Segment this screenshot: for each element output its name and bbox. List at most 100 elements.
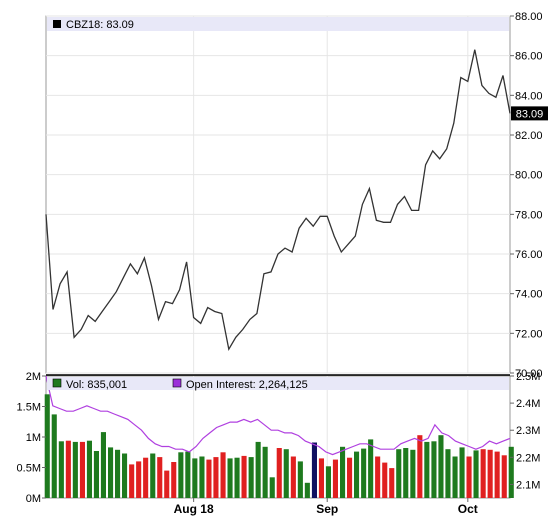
- volume-bar: [332, 459, 338, 498]
- volume-tick-label: 0.5M: [17, 463, 41, 475]
- volume-bar: [424, 441, 430, 498]
- volume-bar: [431, 441, 437, 498]
- volume-bar: [459, 447, 465, 498]
- volume-bar: [136, 461, 142, 498]
- price-panel: 70.00 72.00 74.00 76.00 78.00 80.00 82.00 84.00…: [45, 11, 548, 380]
- volume-bar: [276, 448, 282, 498]
- x-tick-label: Oct: [458, 502, 478, 516]
- volume-bar: [466, 456, 472, 498]
- volume-bar: [122, 453, 128, 498]
- volume-bar: [206, 459, 212, 498]
- volume-bar: [72, 441, 78, 498]
- volume-bar: [473, 450, 479, 498]
- volume-bar: [311, 442, 317, 498]
- x-tick-label: Sep: [316, 502, 338, 516]
- volume-bar: [143, 457, 149, 498]
- volume-bar: [65, 440, 71, 498]
- volume-bar: [93, 451, 99, 498]
- volume-bar: [417, 435, 423, 498]
- price-tick-label: 82.00: [515, 130, 543, 142]
- open-interest-tick-label: 2.1M: [516, 479, 540, 491]
- volume-bar: [269, 477, 275, 498]
- open-interest-legend-label: Open Interest: 2,264,125: [186, 379, 308, 391]
- volume-bar: [508, 446, 514, 498]
- volume-bar: [227, 458, 233, 498]
- open-interest-legend-swatch: [172, 378, 182, 388]
- open-interest-tick-label: 2.2M: [516, 452, 540, 464]
- open-interest-tick-label: 2.3M: [516, 425, 540, 437]
- volume-legend-swatch: [52, 378, 62, 388]
- price-plot-frame: [45, 15, 511, 374]
- volume-bar: [487, 449, 493, 498]
- volume-bar: [325, 466, 331, 498]
- volume-bars: [44, 394, 514, 499]
- volume-bar: [480, 449, 486, 498]
- price-legend-label: CBZ18: 83.09: [66, 19, 134, 31]
- volume-left-axis: 0M 0.5M 1M 1.5M 2M: [17, 371, 46, 505]
- price-tick-label: 72.00: [515, 328, 543, 340]
- price-grid: [46, 15, 510, 374]
- volume-bar: [79, 441, 85, 498]
- volume-bar: [368, 439, 374, 498]
- volume-bar: [403, 448, 409, 498]
- volume-bar: [297, 461, 303, 498]
- open-interest-tick-label: 2.4M: [516, 398, 540, 410]
- volume-bar: [213, 457, 219, 498]
- volume-bar: [347, 457, 353, 498]
- price-y-axis: 70.00 72.00 74.00 76.00 78.00 80.00 82.00 84.00…: [510, 11, 543, 380]
- price-line: [45, 49, 511, 352]
- volume-bar: [354, 451, 360, 498]
- volume-bar: [318, 458, 324, 498]
- volume-legend-bar: [47, 377, 509, 390]
- open-interest-tick-label: 2.5M: [516, 371, 540, 383]
- volume-bar: [150, 453, 156, 498]
- x-tick-label: Aug 18: [174, 502, 214, 516]
- volume-bar: [164, 470, 170, 498]
- last-price-box: [511, 106, 548, 121]
- volume-bar: [171, 462, 177, 498]
- price-tick-label: 76.00: [515, 249, 543, 261]
- last-price-label: 83.09: [516, 108, 544, 120]
- volume-bar: [396, 449, 402, 498]
- volume-bar: [382, 462, 388, 498]
- volume-bar: [129, 464, 135, 498]
- last-price-marker: 83.09: [511, 106, 548, 121]
- price-tick-label: 80.00: [515, 170, 543, 182]
- price-tick-label: 88.00: [515, 11, 543, 23]
- volume-bar: [375, 456, 381, 498]
- volume-bar: [86, 440, 92, 498]
- volume-bar: [108, 447, 114, 498]
- volume-bar: [220, 452, 226, 499]
- price-tick-label: 86.00: [515, 51, 543, 63]
- volume-bar: [178, 452, 184, 499]
- price-tick-label: 84.00: [515, 90, 543, 102]
- x-axis: Aug 18 Sep Oct: [174, 498, 478, 516]
- open-interest-line: [45, 375, 511, 456]
- price-tick-label: 78.00: [515, 209, 543, 221]
- volume-bar: [58, 441, 64, 498]
- volume-tick-label: 1M: [26, 432, 41, 444]
- volume-bar: [100, 432, 106, 498]
- volume-bar: [452, 456, 458, 498]
- volume-bar: [389, 468, 395, 498]
- volume-bar: [51, 414, 57, 498]
- price-legend-bar: [47, 17, 509, 31]
- volume-bar: [241, 455, 247, 498]
- volume-bar: [340, 446, 346, 498]
- volume-panel: 0M 0.5M 1M 1.5M 2M 2.1M 2.2M 2.3M 2.4M 2.5M Vol:…: [17, 371, 541, 516]
- volume-bar: [248, 457, 254, 498]
- volume-bar: [192, 458, 198, 498]
- volume-legend-label: Vol: 835,001: [66, 379, 127, 391]
- volume-tick-label: 2M: [26, 371, 41, 383]
- volume-bar: [361, 448, 367, 498]
- volume-bar: [283, 449, 289, 498]
- volume-bar: [304, 482, 310, 499]
- volume-bar: [255, 441, 261, 498]
- volume-bar: [157, 457, 163, 498]
- volume-bar: [234, 457, 240, 498]
- price-tick-label: 74.00: [515, 289, 543, 301]
- volume-bar: [44, 394, 50, 498]
- volume-tick-label: 1.5M: [17, 402, 41, 414]
